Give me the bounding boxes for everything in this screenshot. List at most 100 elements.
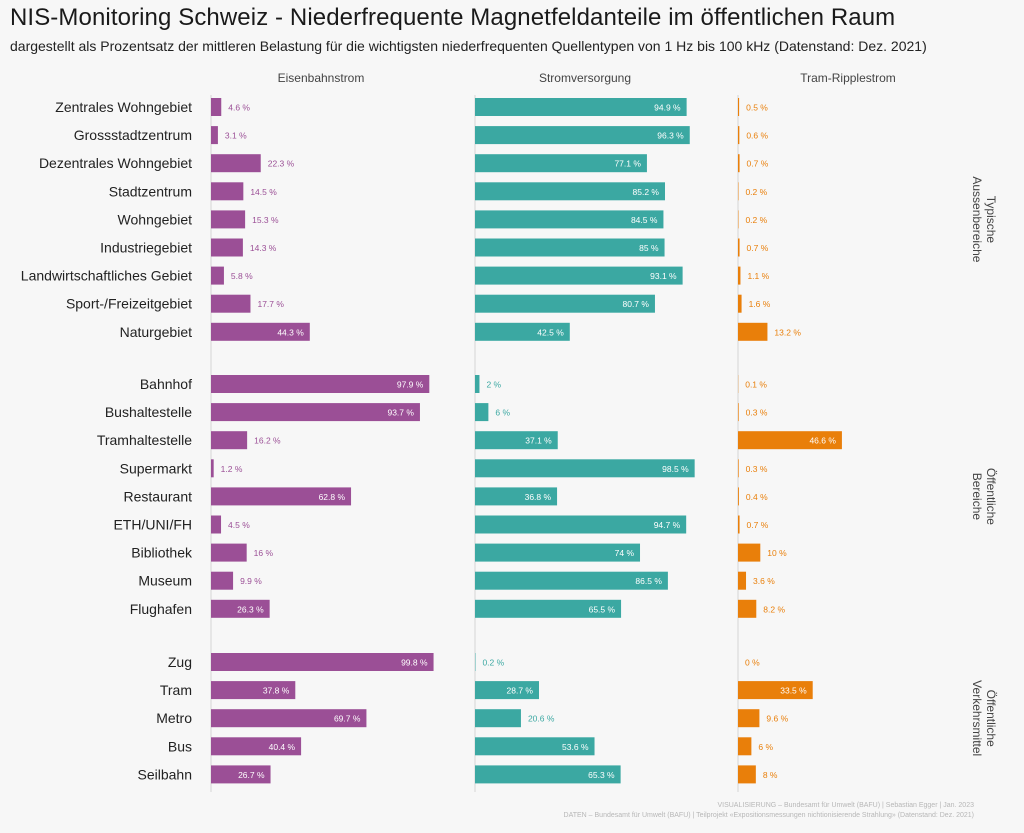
- bar-2[interactable]: [738, 709, 760, 728]
- series-header-0: Eisenbahnstrom: [278, 71, 365, 85]
- bar-1[interactable]: [475, 571, 668, 590]
- data-label-1: 53.6 %: [562, 742, 589, 752]
- bar-0[interactable]: [211, 543, 247, 562]
- bar-0[interactable]: [211, 403, 420, 422]
- data-label-2: 0.7 %: [747, 159, 769, 169]
- data-label-0: 17.7 %: [257, 299, 284, 309]
- category-label: Naturgebiet: [120, 324, 192, 340]
- bar-0[interactable]: [211, 515, 222, 534]
- data-label-1: 77.1 %: [614, 159, 641, 169]
- bar-1[interactable]: [475, 126, 690, 145]
- bar-2[interactable]: [738, 154, 740, 173]
- data-label-1: 85 %: [639, 243, 659, 253]
- bar-0[interactable]: [211, 571, 234, 590]
- bar-1[interactable]: [475, 154, 647, 173]
- bar-0[interactable]: [211, 375, 430, 393]
- bar-1[interactable]: [475, 737, 595, 756]
- bar-1[interactable]: [475, 487, 558, 506]
- data-label-1: 42.5 %: [537, 327, 564, 337]
- series-header-1: Stromversorgung: [539, 71, 631, 85]
- data-label-2: 0.7 %: [747, 243, 769, 253]
- bar-1[interactable]: [475, 599, 622, 618]
- data-label-0: 4.5 %: [228, 520, 250, 530]
- bar-2[interactable]: [738, 737, 752, 756]
- data-label-0: 16 %: [254, 548, 274, 558]
- bar-2[interactable]: [738, 126, 740, 145]
- bar-1[interactable]: [475, 322, 570, 341]
- bar-1[interactable]: [475, 98, 687, 116]
- bar-0[interactable]: [211, 653, 434, 671]
- bar-1[interactable]: [475, 182, 665, 201]
- data-label-2: 0.6 %: [746, 131, 768, 141]
- data-label-1: 28.7 %: [507, 686, 534, 696]
- bar-0[interactable]: [211, 681, 296, 700]
- bar-2[interactable]: [738, 765, 756, 784]
- category-label: Dezentrales Wohngebiet: [39, 155, 192, 171]
- data-label-0: 16.2 %: [254, 436, 281, 446]
- bar-0[interactable]: [211, 182, 244, 201]
- data-label-0: 15.3 %: [252, 215, 279, 225]
- bar-2[interactable]: [738, 403, 739, 422]
- data-label-1: 94.7 %: [654, 520, 681, 530]
- data-label-2: 0.1 %: [745, 380, 767, 390]
- bar-0[interactable]: [211, 238, 243, 257]
- data-label-0: 9.9 %: [240, 576, 262, 586]
- bar-2[interactable]: [738, 487, 739, 506]
- bar-1[interactable]: [475, 375, 480, 393]
- bar-1[interactable]: [475, 431, 558, 450]
- bar-0[interactable]: [211, 294, 251, 313]
- data-label-0: 93.7 %: [387, 408, 414, 418]
- bar-1[interactable]: [475, 294, 655, 313]
- category-label: Bibliothek: [131, 545, 193, 561]
- bar-0[interactable]: [211, 154, 261, 173]
- bar-2[interactable]: [738, 681, 813, 700]
- data-label-0: 4.6 %: [228, 103, 250, 113]
- data-label-0: 99.8 %: [401, 658, 428, 668]
- bar-1[interactable]: [475, 515, 687, 534]
- bar-1[interactable]: [475, 238, 665, 257]
- category-label: Sport-/Freizeitgebiet: [66, 296, 192, 312]
- bar-2[interactable]: [738, 294, 742, 313]
- bar-0[interactable]: [211, 322, 310, 341]
- bar-0[interactable]: [211, 599, 270, 618]
- group-label-word: Verkehrsmittel: [970, 680, 984, 756]
- bar-0[interactable]: [211, 737, 302, 756]
- bar-1[interactable]: [475, 266, 683, 285]
- bar-2[interactable]: [738, 266, 741, 285]
- bar-0[interactable]: [211, 709, 367, 728]
- bar-2[interactable]: [738, 543, 761, 562]
- bar-2[interactable]: [738, 599, 757, 618]
- bar-1[interactable]: [475, 459, 695, 478]
- bar-2[interactable]: [738, 515, 740, 534]
- data-label-1: 65.3 %: [588, 770, 615, 780]
- data-label-2: 8.2 %: [763, 604, 785, 614]
- bar-0[interactable]: [211, 98, 222, 116]
- chart-subtitle: dargestellt als Prozentsatz der mittlere…: [10, 38, 927, 54]
- bar-0[interactable]: [211, 459, 214, 478]
- bar-0[interactable]: [211, 765, 271, 784]
- bar-1[interactable]: [475, 543, 641, 562]
- bar-2[interactable]: [738, 459, 739, 478]
- bar-2[interactable]: [738, 571, 747, 590]
- category-label: Restaurant: [124, 488, 193, 504]
- bar-0[interactable]: [211, 210, 246, 229]
- bar-1[interactable]: [475, 709, 521, 728]
- bar-0[interactable]: [211, 126, 218, 145]
- bar-2[interactable]: [738, 98, 740, 116]
- credit-daten: DATEN – Bundesamt für Umwelt (BAFU) | Te…: [563, 812, 974, 819]
- bar-1[interactable]: [475, 681, 540, 700]
- bar-2[interactable]: [738, 322, 768, 341]
- data-label-1: 84.5 %: [631, 215, 658, 225]
- bar-1[interactable]: [475, 765, 621, 784]
- data-label-2: 0.2 %: [745, 187, 767, 197]
- bar-0[interactable]: [211, 431, 248, 450]
- bar-2[interactable]: [738, 238, 740, 257]
- bar-1[interactable]: [475, 403, 489, 422]
- category-label: Museum: [138, 573, 192, 589]
- bar-0[interactable]: [211, 266, 224, 285]
- group-label-word: Bereiche: [970, 473, 984, 521]
- bar-1[interactable]: [475, 210, 664, 229]
- bar-2[interactable]: [738, 431, 842, 450]
- bar-0[interactable]: [211, 487, 352, 506]
